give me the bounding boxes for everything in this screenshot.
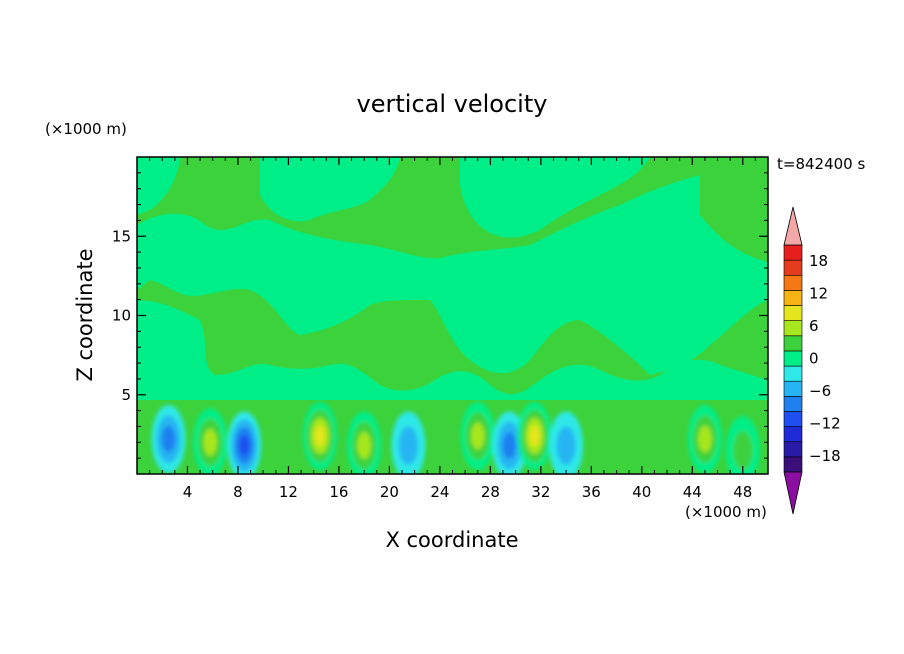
x-axis-label: X coordinate <box>385 528 518 552</box>
x-axis-ticks: 4 8 12 16 20 24 28 32 36 40 44 48 <box>149 157 756 501</box>
y-tick-label-0: 5 <box>121 386 131 404</box>
zero-level-regions <box>137 157 768 400</box>
y-unit-label: (×1000 m) <box>45 120 127 138</box>
x-tick-label-4: 20 <box>380 483 399 501</box>
feature-blobs <box>151 401 760 474</box>
colorbar-box-3 <box>783 411 803 427</box>
feature-9 <box>549 411 584 474</box>
feature-10-level-3 <box>698 425 712 453</box>
colorbar-box-0 <box>783 456 803 473</box>
contour-field <box>137 157 768 474</box>
feature-3 <box>302 401 337 470</box>
colorbar-label-2: 6 <box>809 317 819 335</box>
colorbar-box-7 <box>783 350 803 367</box>
feature-8-level-4 <box>529 425 540 447</box>
colorbar-label-1: 12 <box>809 285 828 303</box>
feature-4 <box>347 411 382 474</box>
colorbar-box-14 <box>783 244 803 261</box>
colorbar-label-0: 18 <box>809 252 828 270</box>
x-tick-label-8: 36 <box>582 483 601 501</box>
feature-11-level-2 <box>733 431 753 470</box>
x-tick-label-10: 44 <box>683 483 702 501</box>
feature-8 <box>517 401 552 470</box>
x-tick-label-7: 32 <box>531 483 550 501</box>
zero-region-top-right <box>460 157 650 238</box>
x-unit-label: (×1000 m) <box>685 503 767 521</box>
colorbar-box-11 <box>783 290 803 306</box>
colorbar-box-8 <box>783 335 803 352</box>
x-tick-label-5: 24 <box>430 483 449 501</box>
x-tick-label-9: 40 <box>632 483 651 501</box>
feature-6 <box>460 401 495 470</box>
feature-0-level-3 <box>161 425 176 453</box>
colorbar-box-9 <box>783 320 803 337</box>
colorbar-box-1 <box>783 441 803 458</box>
colorbar-label-5: −12 <box>809 414 841 432</box>
x-tick-label-2: 12 <box>279 483 298 501</box>
colorbar-box-10 <box>783 305 803 321</box>
zero-region-band-mid <box>137 300 768 400</box>
time-label: t=842400 s <box>777 155 865 173</box>
colorbar: 18 12 6 0 −6 −12 −18 <box>783 206 841 515</box>
colorbar-box-2 <box>783 426 803 443</box>
y-axis-label: Z coordinate <box>73 248 97 381</box>
x-tick-label-1: 8 <box>233 483 243 501</box>
colorbar-label-4: −6 <box>809 382 831 400</box>
colorbar-box-5 <box>783 380 803 397</box>
colorbar-extend-high <box>783 206 803 246</box>
y-tick-label-1: 10 <box>112 307 131 325</box>
x-tick-label-6: 28 <box>481 483 500 501</box>
zero-region-left-edge <box>137 157 180 215</box>
y-tick-label-2: 15 <box>112 227 131 245</box>
feature-1-level-3 <box>203 428 217 456</box>
feature-4-level-3 <box>357 432 371 459</box>
x-tick-label-11: 48 <box>733 483 752 501</box>
colorbar-box-13 <box>783 259 803 276</box>
colorbar-label-6: −18 <box>809 447 841 465</box>
zero-region-upper-left <box>137 175 768 375</box>
feature-11 <box>725 416 760 474</box>
colorbar-box-12 <box>783 274 803 291</box>
feature-10 <box>687 405 722 474</box>
x-tick-label-0: 4 <box>183 483 193 501</box>
feature-5 <box>391 411 426 474</box>
feature-6-level-3 <box>471 422 485 450</box>
zero-region-top-middle <box>260 157 400 222</box>
colorbar-extend-low <box>783 471 803 515</box>
feature-7-level-3 <box>502 432 516 459</box>
y-axis-ticks: 5 10 15 <box>112 172 768 459</box>
colorbar-box-6 <box>783 365 803 382</box>
colorbar-box-4 <box>783 396 803 412</box>
feature-0 <box>151 405 186 474</box>
feature-2-level-4 <box>239 435 250 456</box>
feature-2 <box>227 411 262 474</box>
feature-5-level-2 <box>398 426 418 465</box>
x-tick-label-3: 16 <box>329 483 348 501</box>
feature-3-level-4 <box>314 425 326 447</box>
colorbar-label-3: 0 <box>809 350 819 368</box>
feature-9-level-2 <box>556 426 576 465</box>
feature-1 <box>193 408 228 474</box>
chart-title: vertical velocity <box>357 90 548 118</box>
feature-7 <box>492 411 527 474</box>
